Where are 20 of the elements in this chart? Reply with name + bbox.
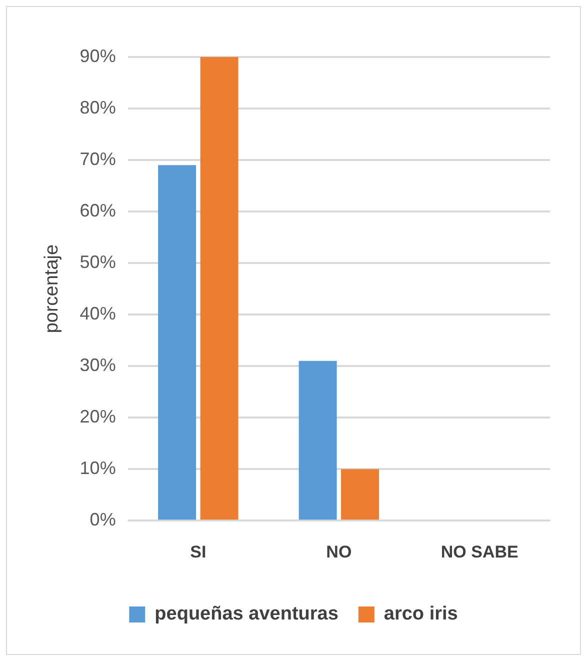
x-tick-label: SI [190, 542, 206, 562]
y-tick-label: 10% [80, 458, 116, 478]
y-tick-label: 50% [80, 252, 116, 272]
bar [200, 57, 238, 520]
y-axis-title: porcentaje [42, 244, 63, 334]
y-tick-label: 30% [80, 355, 116, 376]
y-tick-label: 80% [80, 97, 116, 118]
legend-label: arco iris [384, 604, 458, 625]
x-tick-label: NO [326, 542, 352, 562]
y-tick-label: 40% [80, 304, 116, 324]
bar [298, 360, 337, 520]
y-tick-label: 60% [80, 200, 116, 220]
bar [341, 469, 380, 520]
y-tick-label: 20% [80, 406, 116, 427]
legend-label: pequeñas aventuras [154, 604, 338, 625]
x-tick-label: NO SABE [440, 542, 518, 562]
y-tick-label: 70% [80, 148, 116, 169]
bar [158, 165, 196, 520]
y-tick-label: 0% [90, 510, 116, 530]
y-tick-label: 90% [80, 46, 116, 66]
